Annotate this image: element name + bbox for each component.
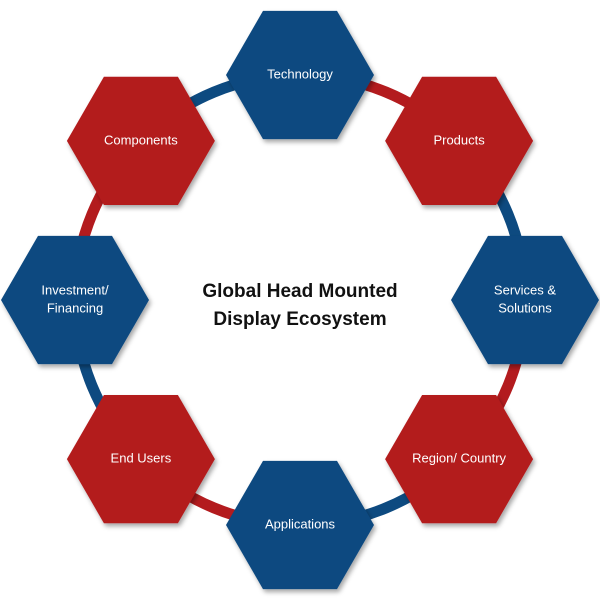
hexagon-label: Investment/ [41,282,109,297]
hexagon-node-services-solutions: Services & Solutions [451,235,599,365]
hexagon-label: Region/ Country [412,451,506,466]
hexagon-label: Solutions [498,300,552,315]
hexagon-shape [451,235,599,365]
hexagon-node-products: Products [385,76,534,205]
hexagon-label: Financing [47,300,103,315]
hexagon-node-end-users: End Users [66,395,215,524]
hexagon-label: Products [433,132,485,147]
hexagon-label: End Users [111,451,172,466]
hexagon-node-technology: Technology [226,10,374,140]
diagram-title-line-2: Display Ecosystem [213,309,387,330]
hexagon-node-investment-financing: Investment/Financing [1,235,149,365]
hexagon-shape [1,235,149,365]
hexagon-shape [66,395,215,524]
hexagon-node-region-country: Region/ Country [385,395,534,524]
diagram-title: Global Head Mounted Display Ecosystem [150,278,450,334]
hexagon-label: Services & [494,282,556,297]
diagram-title-line-1: Global Head Mounted [202,281,398,302]
hexagon-label: Components [104,132,178,147]
hexagon-shape [66,76,215,205]
hexagon-shape [385,76,534,205]
hexagon-shape [226,10,374,140]
hexagon-shape [385,395,534,524]
hexagon-label: Technology [267,66,333,81]
hexagon-node-applications: Applications [226,460,374,590]
hexagon-node-components: Components [66,76,215,205]
hexagon-label: Applications [265,516,336,531]
hexagon-shape [226,460,374,590]
